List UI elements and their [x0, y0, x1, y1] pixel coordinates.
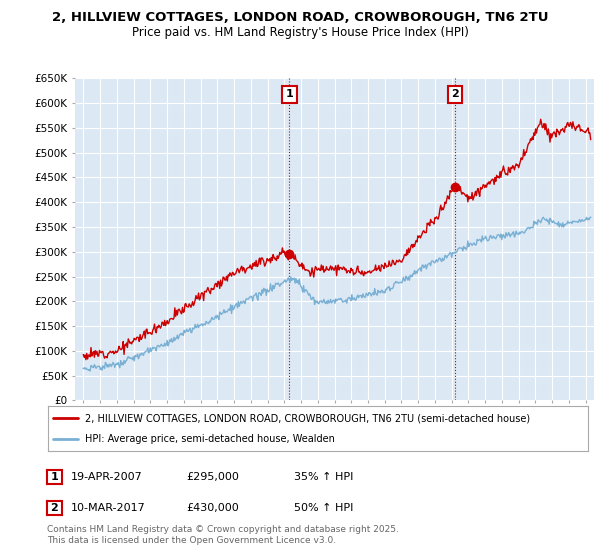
Text: 1: 1 [50, 472, 58, 482]
Text: £430,000: £430,000 [186, 503, 239, 513]
Text: HPI: Average price, semi-detached house, Wealden: HPI: Average price, semi-detached house,… [85, 433, 335, 444]
Text: 10-MAR-2017: 10-MAR-2017 [71, 503, 146, 513]
Text: 1: 1 [286, 89, 293, 99]
Text: 2, HILLVIEW COTTAGES, LONDON ROAD, CROWBOROUGH, TN6 2TU: 2, HILLVIEW COTTAGES, LONDON ROAD, CROWB… [52, 11, 548, 24]
Text: 50% ↑ HPI: 50% ↑ HPI [294, 503, 353, 513]
Text: 2: 2 [451, 89, 459, 99]
Text: 2: 2 [50, 503, 58, 513]
Text: Contains HM Land Registry data © Crown copyright and database right 2025.
This d: Contains HM Land Registry data © Crown c… [47, 525, 398, 545]
Text: 19-APR-2007: 19-APR-2007 [71, 472, 143, 482]
Text: 35% ↑ HPI: 35% ↑ HPI [294, 472, 353, 482]
Text: £295,000: £295,000 [186, 472, 239, 482]
Text: 2, HILLVIEW COTTAGES, LONDON ROAD, CROWBOROUGH, TN6 2TU (semi-detached house): 2, HILLVIEW COTTAGES, LONDON ROAD, CROWB… [85, 413, 530, 423]
Text: Price paid vs. HM Land Registry's House Price Index (HPI): Price paid vs. HM Land Registry's House … [131, 26, 469, 39]
